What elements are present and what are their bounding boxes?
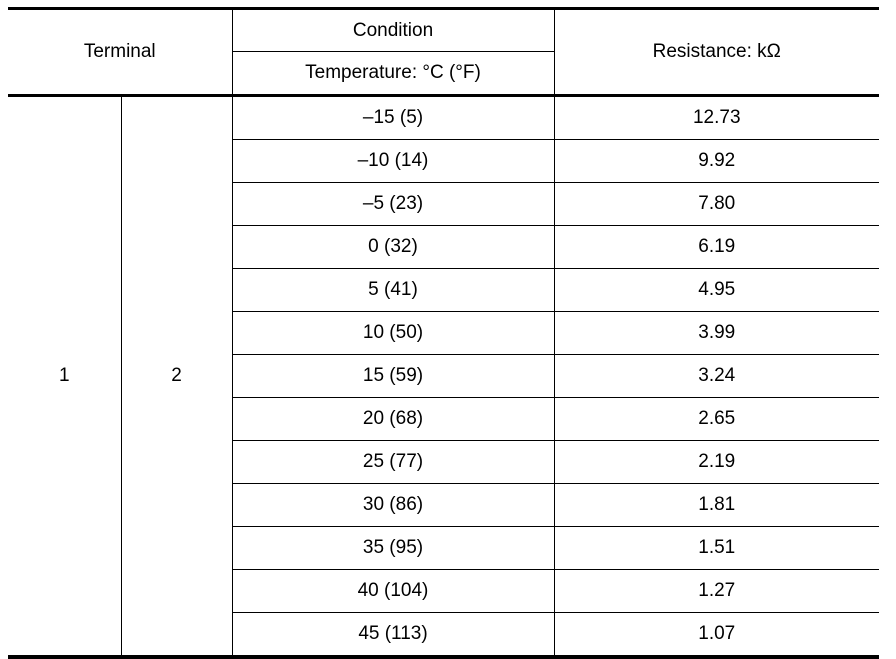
temperature-cell: 5 (41) [231, 268, 555, 312]
temperature-cell: 20 (68) [231, 397, 555, 441]
table-row: 40 (104) 1.27 [8, 569, 879, 613]
resistance-cell: 1.81 [553, 483, 879, 527]
temperature-cell: 40 (104) [231, 569, 555, 613]
temperature-cell: 0 (32) [231, 225, 555, 269]
terminal-a-cell: 1 [8, 94, 122, 659]
temperature-cell: 35 (95) [231, 526, 555, 570]
resistance-cell: 2.19 [553, 440, 879, 484]
resistance-cell: 1.51 [553, 526, 879, 570]
temperature-cell: –15 (5) [231, 94, 555, 140]
temperature-cell: 45 (113) [231, 612, 555, 659]
temperature-header: Temperature: °C (°F) [231, 51, 555, 96]
terminal-b-cell: 2 [120, 94, 233, 659]
resistance-header: Resistance: kΩ [553, 7, 879, 96]
temperature-cell: 30 (86) [231, 483, 555, 527]
header-row-2: Temperature: °C (°F) [8, 51, 879, 96]
table-row: –5 (23) 7.80 [8, 182, 879, 226]
resistance-cell: 1.27 [553, 569, 879, 613]
condition-header: Condition [231, 7, 555, 52]
table-row: 10 (50) 3.99 [8, 311, 879, 355]
table-row: 15 (59) 3.24 [8, 354, 879, 398]
resistance-cell: 3.24 [553, 354, 879, 398]
resistance-cell: 2.65 [553, 397, 879, 441]
table-row: 5 (41) 4.95 [8, 268, 879, 312]
resistance-cell: 9.92 [553, 139, 879, 183]
temperature-cell: –5 (23) [231, 182, 555, 226]
temperature-cell: –10 (14) [231, 139, 555, 183]
terminal-header: Terminal [8, 7, 233, 96]
header-row-1: Terminal Condition Resistance: kΩ [8, 7, 879, 96]
table-row: 1 2 –15 (5) 12.73 [8, 94, 879, 659]
table-body: Terminal Condition Resistance: kΩ Temper… [8, 7, 879, 659]
resistance-cell: 1.07 [553, 612, 879, 659]
table-row: 25 (77) 2.19 [8, 440, 879, 484]
table-row: 45 (113) 1.07 [8, 612, 879, 659]
resistance-table: Terminal Condition Resistance: kΩ Temper… [8, 7, 879, 659]
temperature-cell: 25 (77) [231, 440, 555, 484]
resistance-cell: 6.19 [553, 225, 879, 269]
table-row: 30 (86) 1.81 [8, 483, 879, 527]
table-row: 35 (95) 1.51 [8, 526, 879, 570]
resistance-cell: 12.73 [553, 94, 879, 140]
resistance-cell: 4.95 [553, 268, 879, 312]
resistance-cell: 7.80 [553, 182, 879, 226]
temperature-cell: 15 (59) [231, 354, 555, 398]
temperature-cell: 10 (50) [231, 311, 555, 355]
resistance-cell: 3.99 [553, 311, 879, 355]
